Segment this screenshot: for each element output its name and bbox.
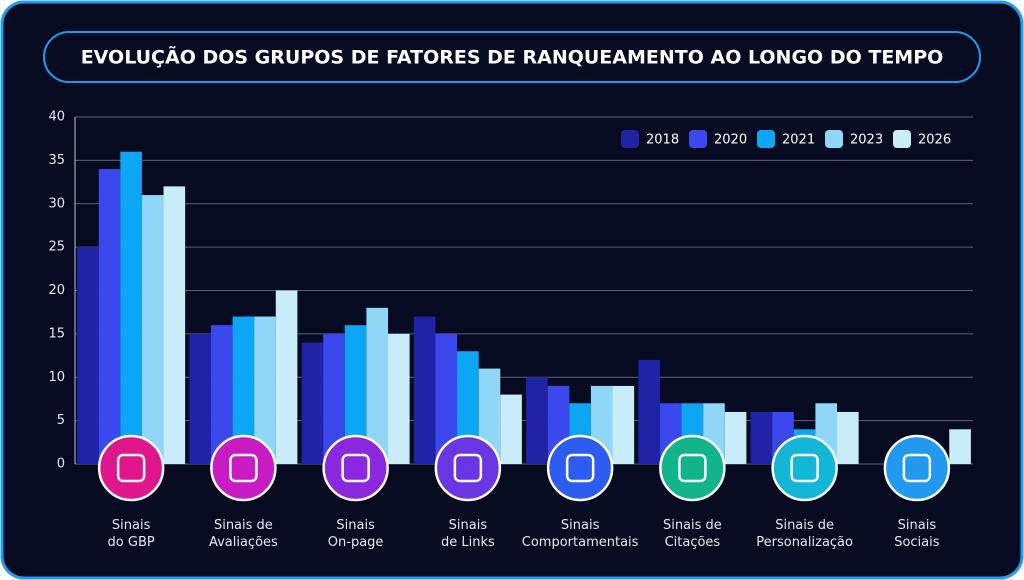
legend-label: 2021 (782, 133, 815, 148)
y-tick-label: 0 (57, 457, 65, 472)
x-tick-label: Sinais de Citações (663, 518, 722, 550)
category-icon (659, 434, 726, 502)
bar (724, 411, 747, 464)
bar (254, 316, 276, 464)
bar (750, 411, 773, 464)
bar (366, 307, 389, 464)
title-box (43, 31, 981, 83)
icon-glyph (341, 453, 370, 483)
x-tick-label-line: Comportamentais (522, 535, 639, 550)
bar (526, 377, 548, 464)
x-tick-label: Sinais de Personalização (756, 518, 853, 550)
x-tick-label-line: Sinais de (214, 518, 273, 533)
x-tick-label-line: Personalização (756, 535, 853, 550)
bar (435, 333, 458, 464)
y-tick-label: 15 (48, 326, 65, 341)
x-tick-label-line: Sinais de (775, 518, 834, 533)
legend-label: 2023 (850, 133, 883, 148)
x-tick-label: Sinais Sociais (894, 518, 940, 550)
icon-glyph (565, 453, 595, 483)
x-tick-label-line: Sinais (336, 518, 375, 533)
bar (210, 325, 233, 464)
category-icon (771, 434, 838, 502)
x-tick-label-line: Sinais (449, 518, 488, 533)
legend-swatch (825, 130, 843, 148)
bar (388, 333, 410, 464)
bar (141, 195, 164, 464)
x-tick-label-line: do GBP (108, 535, 155, 550)
x-tick-label: Sinais On-page (328, 518, 384, 550)
category-icon (883, 434, 951, 502)
x-tick-label-line: de Links (441, 535, 495, 550)
bar (120, 151, 142, 464)
bar (163, 186, 186, 464)
bar (189, 333, 211, 464)
x-tick-label-line: Citações (665, 535, 721, 550)
x-tick-label-line: Sinais (112, 518, 151, 533)
legend-swatch (893, 130, 911, 148)
y-tick-label: 35 (48, 153, 65, 168)
y-tick-label: 30 (48, 196, 65, 211)
x-tick-label-line: Sociais (894, 535, 940, 550)
x-tick-label: Sinais de Avaliações (209, 518, 278, 550)
category-icon (97, 434, 165, 502)
x-tick-label: Sinais de Links (441, 518, 495, 550)
category-icon (546, 434, 614, 502)
legend-swatch (621, 130, 639, 148)
bar (413, 316, 436, 464)
chart-title: EVOLUÇÃO DOS GRUPOS DE FATORES DE RANQUE… (81, 45, 944, 69)
legend-label: 2020 (714, 133, 747, 148)
bar (638, 359, 660, 464)
category-icon (434, 434, 502, 502)
x-tick-label: Sinais Comportamentais (522, 518, 639, 550)
legend-label: 2026 (918, 133, 951, 148)
icon-glyph (678, 453, 707, 483)
x-tick-label-line: Sinais de (663, 518, 722, 533)
bar (275, 290, 298, 464)
icon-glyph (902, 453, 932, 483)
legend-swatch (689, 130, 707, 148)
bar (344, 325, 367, 464)
y-tick-label: 40 (48, 110, 65, 125)
bar (301, 342, 324, 464)
y-tick-label: 10 (48, 370, 65, 385)
icon-glyph (229, 453, 258, 483)
legend-label: 2018 (646, 133, 679, 148)
bar (98, 169, 121, 465)
x-tick-label-line: On-page (328, 535, 384, 550)
bar (500, 394, 522, 464)
icon-glyph (116, 453, 146, 483)
legend-swatch (757, 130, 775, 148)
bar (837, 411, 859, 464)
y-tick-label: 20 (48, 283, 65, 298)
bar (232, 316, 255, 464)
category-icon (210, 434, 277, 502)
x-tick-label-line: Sinais (561, 518, 600, 533)
bar (949, 429, 971, 464)
bar (612, 385, 635, 464)
y-tick-label: 25 (48, 240, 65, 255)
x-tick-label-line: Sinais (898, 518, 937, 533)
bar (323, 333, 345, 464)
icon-glyph (790, 453, 819, 483)
x-tick-label-line: Avaliações (209, 535, 278, 550)
icon-glyph (453, 453, 483, 483)
category-icon (322, 434, 389, 502)
y-tick-label: 5 (57, 413, 65, 428)
bar (77, 247, 99, 464)
x-tick-label: Sinais do GBP (108, 518, 155, 550)
